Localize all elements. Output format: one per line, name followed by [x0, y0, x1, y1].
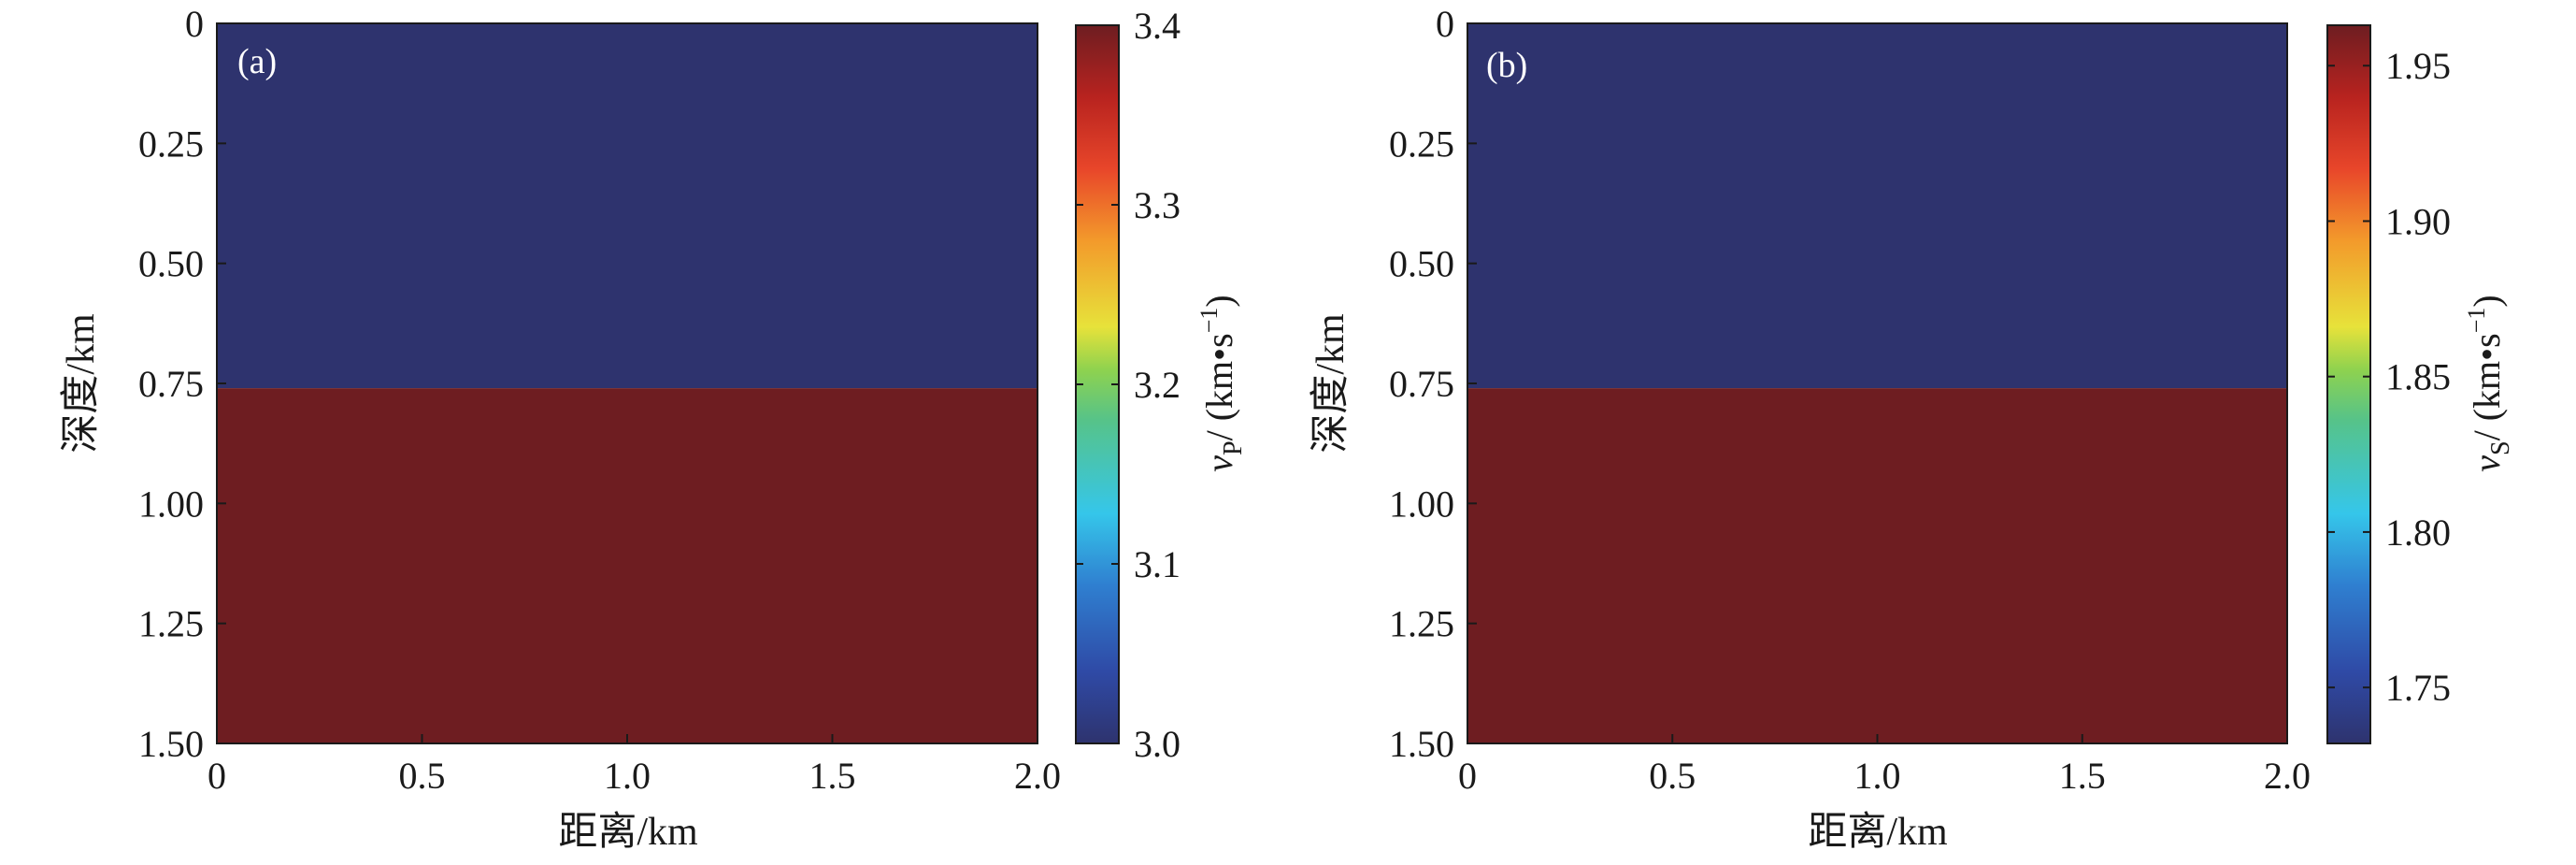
velocity-layer-2	[1467, 388, 2287, 743]
colorbar-label-exp: −1	[1195, 308, 1223, 334]
colorbar-label-exp: −1	[2463, 308, 2490, 334]
x-tick-label: 0	[1458, 755, 1477, 797]
colorbar-label-units: / (km•s	[2466, 333, 2508, 440]
colorbar-label-var: v	[1198, 455, 1240, 472]
x-tick-label: 1.0	[1854, 755, 1901, 797]
colorbar-tick-label: 3.2	[1134, 364, 1181, 406]
colorbar-tick-label: 3.4	[1134, 5, 1181, 47]
colorbar-label-sub: S	[2486, 440, 2515, 455]
y-tick-label: 1.50	[1389, 723, 1454, 765]
y-tick-label: 0.75	[138, 363, 204, 405]
colorbar-label-var: v	[2466, 455, 2508, 472]
velocity-layer-2	[217, 388, 1038, 743]
colorbar-label: vP/ (km•s−1)	[1195, 295, 1248, 471]
y-tick-label: 1.50	[138, 723, 204, 765]
x-tick-label: 1.0	[604, 755, 651, 797]
colorbar-tick-label: 3.3	[1134, 184, 1181, 226]
colorbar-tick-label: 1.85	[2385, 356, 2451, 398]
colorbar-label-close: )	[2466, 295, 2508, 307]
y-tick-label: 0.75	[1389, 363, 1454, 405]
y-axis-label: 深度/km	[1309, 313, 1352, 454]
y-tick-label: 0.50	[138, 243, 204, 285]
x-tick-label: 0.5	[399, 755, 446, 797]
colorbar	[2327, 25, 2370, 743]
colorbar-tick-label: 1.75	[2385, 667, 2451, 709]
x-tick-label: 2.0	[2264, 755, 2311, 797]
y-tick-label: 0.25	[138, 123, 204, 165]
chart-panel-2: 0 0.5 1.0 1.5 2.0 0 0.25 0.50 0.75 1.00 1.25 1.50 距离…	[1309, 3, 2515, 854]
y-tick-label: 1.25	[1389, 603, 1454, 645]
y-tick-label: 0	[1436, 3, 1454, 45]
colorbar-label-close: )	[1198, 295, 1240, 307]
x-axis-label: 距离/km	[558, 810, 698, 854]
y-tick-label: 1.00	[1389, 483, 1454, 525]
x-tick-label: 0	[208, 755, 226, 797]
x-tick-label: 1.5	[809, 755, 856, 797]
y-tick-label: 0.25	[1389, 123, 1454, 165]
colorbar-label-units: / (km•s	[1198, 333, 1240, 440]
colorbar-tick-label: 1.90	[2385, 200, 2451, 242]
panel-label: (b)	[1486, 46, 1527, 85]
y-tick-label: 1.25	[138, 603, 204, 645]
colorbar-tick-label: 3.0	[1134, 723, 1181, 765]
y-axis-label: 深度/km	[60, 313, 103, 454]
y-tick-label: 0	[185, 3, 204, 45]
x-axis-label: 距离/km	[1808, 810, 1948, 854]
panel-label: (a)	[237, 42, 277, 81]
colorbar-tick-label: 1.95	[2385, 45, 2451, 87]
velocity-layer-1	[1467, 23, 2287, 389]
colorbar-label: vS/ (km•s−1)	[2463, 295, 2515, 471]
colorbar-tick-label: 3.1	[1134, 543, 1181, 585]
x-tick-label: 0.5	[1649, 755, 1696, 797]
colorbar-label-sub: P	[1219, 440, 1248, 455]
chart-panel-1: 0 0.5 1.0 1.5 2.0 0 0.25 0.50 0.75 1.00 1.25 1.50 距离…	[60, 3, 1248, 854]
y-tick-label: 1.00	[138, 483, 204, 525]
x-tick-label: 1.5	[2059, 755, 2106, 797]
colorbar-frame	[2326, 24, 2371, 744]
colorbar-tick-label: 1.80	[2385, 512, 2451, 554]
y-tick-label: 0.50	[1389, 243, 1454, 285]
x-tick-label: 2.0	[1014, 755, 1061, 797]
velocity-layer-1	[217, 23, 1038, 389]
